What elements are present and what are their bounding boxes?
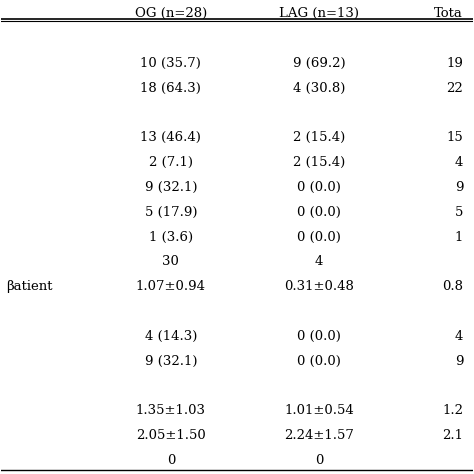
Text: 9 (69.2): 9 (69.2) (293, 57, 346, 70)
Text: 1.2: 1.2 (442, 404, 463, 417)
Text: 18 (64.3): 18 (64.3) (140, 82, 201, 95)
Text: 9: 9 (455, 355, 463, 367)
Text: 2.24±1.57: 2.24±1.57 (284, 429, 354, 442)
Text: 2.1: 2.1 (442, 429, 463, 442)
Text: 30: 30 (163, 255, 179, 268)
Text: 0 (0.0): 0 (0.0) (297, 355, 341, 367)
Text: 9 (32.1): 9 (32.1) (145, 355, 197, 367)
Text: 22: 22 (447, 82, 463, 95)
Text: 4 (30.8): 4 (30.8) (293, 82, 345, 95)
Text: 13 (46.4): 13 (46.4) (140, 131, 201, 144)
Text: 4: 4 (455, 156, 463, 169)
Text: 0.8: 0.8 (442, 280, 463, 293)
Text: 1.35±1.03: 1.35±1.03 (136, 404, 206, 417)
Text: 0 (0.0): 0 (0.0) (297, 206, 341, 219)
Text: 0 (0.0): 0 (0.0) (297, 330, 341, 343)
Text: Tota: Tota (434, 7, 463, 20)
Text: 5: 5 (455, 206, 463, 219)
Text: 1 (3.6): 1 (3.6) (149, 230, 193, 244)
Text: 1.01±0.54: 1.01±0.54 (284, 404, 354, 417)
Text: 2 (15.4): 2 (15.4) (293, 131, 345, 144)
Text: 9: 9 (455, 181, 463, 194)
Text: βatient: βatient (6, 280, 53, 293)
Text: OG (n=28): OG (n=28) (135, 7, 207, 20)
Text: 0 (0.0): 0 (0.0) (297, 230, 341, 244)
Text: 0: 0 (167, 454, 175, 467)
Text: 0: 0 (315, 454, 323, 467)
Text: 19: 19 (447, 57, 463, 70)
Text: LAG (n=13): LAG (n=13) (279, 7, 359, 20)
Text: 0.31±0.48: 0.31±0.48 (284, 280, 354, 293)
Text: 5 (17.9): 5 (17.9) (145, 206, 197, 219)
Text: 2 (7.1): 2 (7.1) (149, 156, 193, 169)
Text: 9 (32.1): 9 (32.1) (145, 181, 197, 194)
Text: 1: 1 (455, 230, 463, 244)
Text: 10 (35.7): 10 (35.7) (140, 57, 201, 70)
Text: 2 (15.4): 2 (15.4) (293, 156, 345, 169)
Text: 4: 4 (315, 255, 323, 268)
Text: 15: 15 (447, 131, 463, 144)
Text: 0 (0.0): 0 (0.0) (297, 181, 341, 194)
Text: 1.07±0.94: 1.07±0.94 (136, 280, 206, 293)
Text: 4 (14.3): 4 (14.3) (145, 330, 197, 343)
Text: 2.05±1.50: 2.05±1.50 (136, 429, 206, 442)
Text: 4: 4 (455, 330, 463, 343)
